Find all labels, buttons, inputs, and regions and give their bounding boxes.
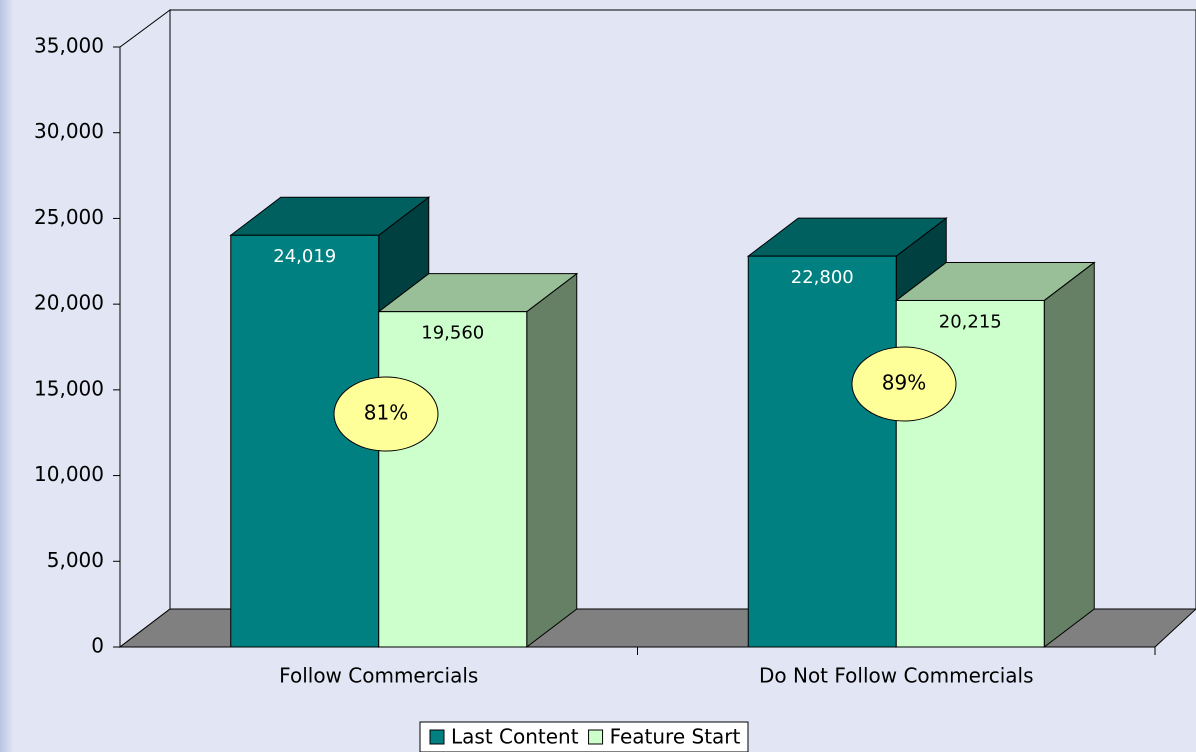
value-label: 20,215	[939, 311, 1002, 332]
x-tick-label: Follow Commercials	[279, 664, 478, 688]
bar-front	[747, 255, 897, 648]
y-tick-label: 30,000	[34, 119, 104, 143]
y-tick-label: 35,000	[34, 34, 104, 58]
bar	[377, 272, 579, 649]
value-label: 24,019	[273, 246, 336, 267]
annotation-bubble	[851, 346, 957, 422]
value-label: 19,560	[421, 323, 484, 344]
legend-swatch	[588, 729, 604, 745]
annotation: 81%	[364, 401, 408, 425]
background-edge	[0, 0, 14, 752]
y-tick-label: 5,000	[47, 548, 104, 572]
y-tick-label: 20,000	[34, 291, 104, 315]
bar-side	[526, 272, 578, 649]
y-tick-label: 15,000	[34, 376, 104, 400]
legend: Last Content Feature Start	[419, 721, 749, 752]
bar-front	[378, 311, 528, 648]
legend-label: Feature Start	[610, 725, 741, 749]
x-tick-label: Do Not Follow Commercials	[759, 664, 1034, 688]
y-tick-label: 0	[91, 634, 104, 658]
legend-label: Last Content	[451, 725, 579, 749]
y-tick-label: 10,000	[34, 462, 104, 486]
legend-swatch	[429, 729, 445, 745]
legend-box	[419, 721, 749, 752]
bar-side	[1043, 261, 1095, 649]
y-tick-label: 25,000	[34, 205, 104, 229]
annotation-bubble	[333, 376, 439, 452]
annotation: 89%	[882, 371, 926, 395]
left-wall	[119, 9, 171, 649]
value-label: 22,800	[791, 267, 854, 288]
